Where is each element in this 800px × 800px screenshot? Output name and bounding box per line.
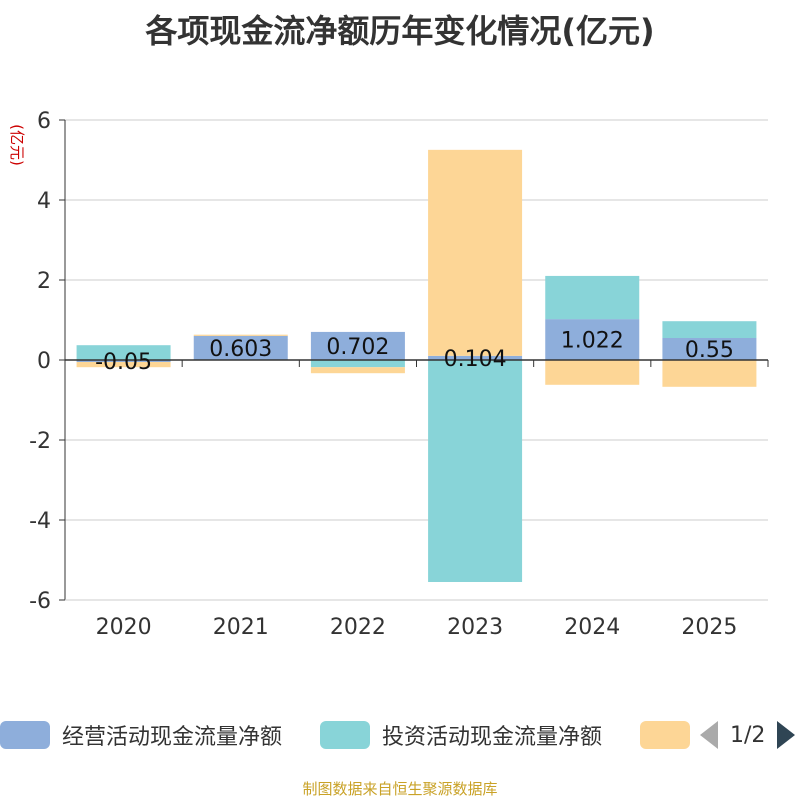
bar-series-2-2020 (76, 362, 171, 368)
x-tick-label: 2022 (330, 615, 386, 640)
legend-swatch-operating (0, 721, 50, 749)
chart-title: 各项现金流净额历年变化情况(亿元) (145, 12, 655, 50)
x-tick-label: 2025 (681, 615, 737, 640)
bar-series-0-2023 (428, 355, 523, 360)
bar-series-0-2025 (662, 338, 757, 360)
bar-series-1-2023 (428, 360, 523, 582)
bar-series-1-2025 (662, 321, 757, 338)
legend-label-operating: 经营活动现金流量净额 (62, 725, 283, 750)
legend-page-indicator: 1/2 (730, 722, 766, 748)
legend-item-financing[interactable] (640, 718, 690, 752)
legend-pager: 1/2 (700, 718, 796, 752)
bar-series-0-2021 (193, 335, 288, 360)
data-label: 0.55 (685, 338, 734, 363)
legend-item-investing[interactable]: 投资活动现金流量净额 (320, 718, 602, 752)
legend-swatch-financing (640, 721, 690, 749)
bar-series-2-2024 (545, 360, 640, 385)
legend-next-page-icon[interactable] (777, 721, 796, 749)
data-label: 0.603 (209, 337, 272, 362)
data-label: 0.104 (444, 347, 507, 372)
bar-series-2-2021 (193, 334, 288, 336)
bar-series-2-2022 (310, 367, 405, 374)
x-tick-label: 2020 (96, 615, 152, 640)
bar-series-2-2023 (428, 149, 523, 356)
y-tick-label: -4 (29, 509, 51, 534)
bar-series-1-2024 (545, 275, 640, 320)
legend-prev-page-icon[interactable] (700, 721, 718, 749)
y-tick-label: 0 (37, 349, 51, 374)
y-tick-label: 2 (37, 269, 51, 294)
data-source-note: 制图数据来自恒生聚源数据库 (302, 780, 498, 798)
x-tick-label: 2021 (213, 615, 269, 640)
y-tick-label: 6 (37, 109, 51, 134)
legend-item-operating[interactable]: 经营活动现金流量净额 (0, 718, 282, 752)
y-tick-label: 4 (37, 189, 51, 214)
data-label: 0.702 (326, 335, 389, 360)
y-axis-label: (亿元) (8, 124, 26, 166)
legend-label-investing: 投资活动现金流量净额 (382, 725, 603, 750)
x-tick-label: 2023 (447, 615, 503, 640)
bar-series-1-2022 (310, 360, 405, 368)
legend-swatch-investing (320, 721, 370, 749)
bar-series-2-2025 (662, 360, 757, 387)
bar-series-0-2024 (545, 319, 640, 360)
data-label: -0.05 (95, 350, 152, 375)
y-tick-label: -6 (29, 589, 51, 614)
y-tick-label: -2 (29, 429, 51, 454)
x-tick-label: 2024 (564, 615, 620, 640)
bar-series-0-2020 (76, 360, 171, 362)
bar-series-0-2022 (310, 331, 405, 360)
bar-series-1-2020 (76, 345, 171, 360)
data-label: 1.022 (561, 329, 624, 354)
